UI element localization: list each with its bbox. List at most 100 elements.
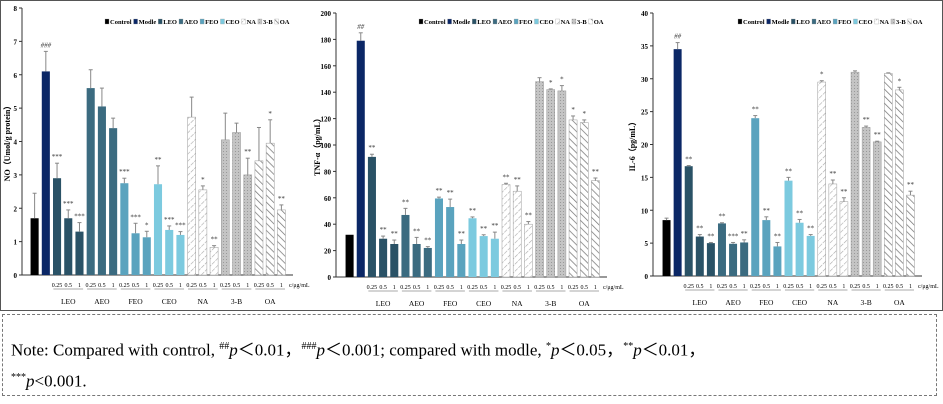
group-label: OA xyxy=(894,298,905,307)
legend-label: Modle xyxy=(772,19,790,26)
dose-label: 1 xyxy=(460,285,463,291)
dose-label: 0.25 xyxy=(186,283,197,289)
significance-label: ** xyxy=(278,195,286,203)
legend-label: LEO xyxy=(477,19,491,26)
dose-label: 0.25 xyxy=(400,285,411,291)
legend-swatch xyxy=(791,18,796,25)
bar xyxy=(367,156,376,277)
group-label: OA xyxy=(579,299,590,308)
bar xyxy=(861,127,871,277)
bar xyxy=(356,40,365,277)
group-label: FEO xyxy=(759,298,774,307)
significance-label: ** xyxy=(211,236,219,244)
legend-swatch xyxy=(874,18,879,25)
bar xyxy=(895,89,904,277)
bar xyxy=(142,237,151,275)
dose-label: 0.25 xyxy=(434,285,445,291)
note-sym: ## xyxy=(219,341,230,352)
legend-swatch xyxy=(158,18,163,25)
unit-label: c/μg/mL xyxy=(603,285,624,291)
bar xyxy=(232,132,241,276)
legend-swatch xyxy=(737,18,743,25)
significance-label: ** xyxy=(368,144,376,152)
y-axis-label: NO（Umol/g protein） xyxy=(2,102,12,182)
legend-label: 3-B xyxy=(896,19,906,26)
legend-swatch xyxy=(555,18,560,25)
bar xyxy=(568,119,578,278)
bar xyxy=(828,183,838,277)
bar xyxy=(401,214,410,277)
significance-label: ** xyxy=(480,225,488,233)
y-tick-label: 2 xyxy=(14,205,18,213)
y-tick-label: 60 xyxy=(324,195,332,203)
significance-label: ** xyxy=(413,227,421,235)
legend-label: AEO xyxy=(498,19,512,26)
bar xyxy=(535,81,544,278)
dose-label: 1 xyxy=(809,284,812,290)
bar xyxy=(773,246,782,276)
group-label: NA xyxy=(512,299,523,308)
dose-label: 1 xyxy=(560,285,563,291)
dose-label: 0.25 xyxy=(501,285,512,291)
dose-label: 0.25 xyxy=(817,284,828,290)
bar xyxy=(75,231,84,275)
bar xyxy=(512,190,522,278)
dose-label: 0.25 xyxy=(534,285,545,291)
bar xyxy=(209,247,219,276)
group-label: 3-B xyxy=(231,297,242,306)
y-tick-label: 20 xyxy=(324,248,332,256)
bar xyxy=(379,238,388,277)
dose-label: 0.5 xyxy=(580,285,588,291)
legend-label: NA xyxy=(880,19,890,26)
bar xyxy=(277,209,286,276)
bar xyxy=(729,243,738,276)
significance-label: ** xyxy=(696,225,704,233)
dose-label: 0.5 xyxy=(132,283,140,289)
group-label: NA xyxy=(197,297,208,306)
bar xyxy=(524,223,533,278)
significance-label: * xyxy=(582,110,586,118)
dose-label: 0.25 xyxy=(783,284,794,290)
group-label: 3-B xyxy=(545,299,556,308)
bar xyxy=(423,247,432,277)
y-tick-label: 200 xyxy=(321,10,332,18)
bar xyxy=(30,218,39,275)
dose-label: 0.5 xyxy=(796,284,804,290)
significance-label: ** xyxy=(514,176,522,184)
unit-label: c/μg/mL xyxy=(289,283,310,289)
legend-label: Control xyxy=(743,19,765,26)
significance-label: * xyxy=(268,110,272,118)
note-p: p xyxy=(26,371,35,391)
y-tick-label: 25 xyxy=(641,109,649,117)
significance-label: ** xyxy=(763,207,771,215)
y-tick-label: 30 xyxy=(641,76,649,84)
bar xyxy=(751,118,760,276)
dose-label: 1 xyxy=(876,284,879,290)
significance-label: * xyxy=(571,106,575,114)
legend-swatch xyxy=(199,18,205,25)
bar xyxy=(41,71,50,275)
charts-panel: 0 1 2 3 4 5 6 7 8 NO（Umol/g protein） ### *** *** *** *… xyxy=(0,0,943,311)
dose-label: 1 xyxy=(426,285,429,291)
dose-label: 0.25 xyxy=(568,285,579,291)
legend-swatch xyxy=(907,18,912,25)
legend-swatch xyxy=(133,18,138,25)
dose-label: 0.25 xyxy=(683,284,694,290)
dose-label: 1 xyxy=(776,284,779,290)
note-text: ＜0.05， xyxy=(559,340,624,360)
dose-label: 0.25 xyxy=(52,283,63,289)
dose-label: 0.5 xyxy=(165,283,173,289)
dose-label: 0.5 xyxy=(696,284,704,290)
bar xyxy=(243,174,253,276)
bar xyxy=(176,234,185,275)
dose-label: 0.25 xyxy=(883,284,894,290)
bar xyxy=(221,139,230,276)
y-tick-label: 0 xyxy=(14,272,18,280)
dose-label: 0.25 xyxy=(153,283,164,289)
y-tick-label: 120 xyxy=(321,116,332,124)
dose-label: 0.5 xyxy=(199,283,207,289)
dose-label: 0.25 xyxy=(85,283,96,289)
group-label: OA xyxy=(265,297,276,306)
significance-label: *** xyxy=(164,216,175,224)
dose-label: 0.5 xyxy=(98,283,106,289)
